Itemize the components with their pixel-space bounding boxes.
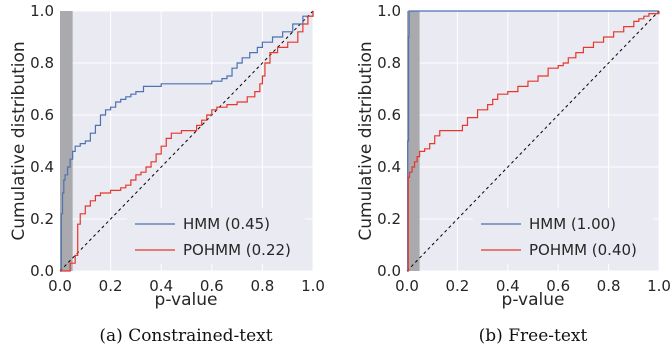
y-tick-label: 0.4	[377, 158, 401, 176]
significance-shade	[407, 11, 420, 271]
legend: HMM (0.45) POHMM (0.22)	[127, 208, 305, 264]
x-axis-label: p-value	[502, 290, 565, 310]
x-tick-label: 0.4	[496, 277, 520, 295]
y-tick-label: 1.0	[377, 2, 401, 20]
legend-label-pohmm: POHMM (0.40)	[529, 241, 637, 259]
series-lines	[407, 10, 660, 272]
y-tick-label: 0.0	[377, 262, 401, 280]
series-line-1	[407, 11, 660, 272]
y-tick-label: 0.4	[30, 158, 54, 176]
grid	[59, 10, 314, 272]
y-tick-label: 0.8	[30, 54, 54, 72]
x-axis-label: p-value	[155, 290, 218, 310]
x-tick-label: 0.8	[250, 277, 274, 295]
y-tick-label: 0.8	[377, 54, 401, 72]
legend-box	[473, 208, 653, 264]
shaded-region	[60, 11, 73, 271]
x-tick-label: 0.6	[200, 277, 224, 295]
series-line-1	[60, 11, 314, 272]
y-axis-label: Cumulative distribution	[356, 41, 376, 240]
x-tick-labels: 0.0 0.2 0.4 0.6 0.8 1.0	[395, 277, 670, 295]
y-tick-label: 0.2	[30, 210, 54, 228]
x-tick-labels: 0.0 0.2 0.4 0.6 0.8 1.0	[48, 277, 325, 295]
series-lines	[60, 11, 314, 272]
significance-shade	[60, 11, 73, 271]
chart-panel-free-text: 0.0 0.2 0.4 0.6 0.8 1.0 0.0 0.2 0.4 0.6 0.8 1.0 p-…	[356, 2, 670, 346]
x-tick-label: 0.2	[445, 277, 469, 295]
reference-diagonal	[59, 10, 314, 272]
y-tick-label: 0.2	[377, 210, 401, 228]
y-tick-label: 1.0	[30, 2, 54, 20]
y-tick-label: 0.6	[30, 106, 54, 124]
diagonal-line	[59, 10, 314, 272]
y-tick-label: 0.0	[30, 262, 54, 280]
x-tick-label: 0.2	[99, 277, 123, 295]
reference-diagonal	[406, 10, 660, 272]
diagonal-line	[406, 10, 660, 272]
x-tick-label: 0.6	[546, 277, 570, 295]
y-tick-label: 0.6	[377, 106, 401, 124]
shaded-region	[407, 11, 420, 271]
panel-caption: (a) Constrained-text	[99, 326, 272, 346]
x-tick-label: 1.0	[647, 277, 670, 295]
panel-caption: (b) Free-text	[479, 326, 588, 346]
legend: HMM (1.00) POHMM (0.40)	[473, 208, 653, 264]
x-tick-label: 0.0	[48, 277, 72, 295]
x-tick-label: 0.0	[395, 277, 419, 295]
y-axis-label: Cumulative distribution	[9, 41, 29, 240]
y-tick-labels: 0.0 0.2 0.4 0.6 0.8 1.0	[30, 2, 54, 280]
chart-panel-constrained: 0.0 0.2 0.4 0.6 0.8 1.0 0.0 0.2 0.4 0.6 0.8 1.0 p-…	[9, 2, 325, 346]
legend-label-hmm: HMM (1.00)	[529, 215, 616, 233]
y-tick-labels: 0.0 0.2 0.4 0.6 0.8 1.0	[377, 2, 401, 280]
legend-label-hmm: HMM (0.45)	[183, 215, 270, 233]
x-tick-label: 1.0	[301, 277, 325, 295]
series-line-0	[60, 11, 314, 272]
legend-label-pohmm: POHMM (0.22)	[183, 241, 291, 259]
legend-box	[127, 208, 305, 264]
x-tick-label: 0.4	[149, 277, 173, 295]
x-tick-label: 0.8	[597, 277, 621, 295]
